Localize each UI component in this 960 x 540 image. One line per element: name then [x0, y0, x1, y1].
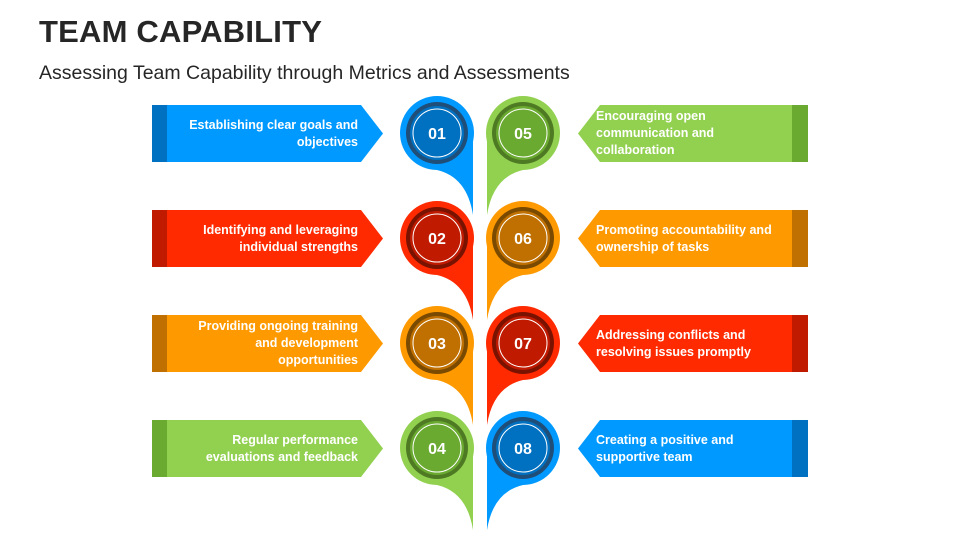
banner: [578, 210, 808, 267]
banner: [152, 315, 383, 372]
banner-strip: [792, 420, 808, 477]
item-number: 03: [428, 336, 446, 353]
item-03: 03: [152, 306, 474, 425]
item-number: 02: [428, 231, 446, 248]
banner: [152, 420, 383, 477]
pin-inner-outline: [498, 423, 548, 473]
pin-inner-outline: [498, 108, 548, 158]
item-number: 05: [514, 126, 532, 143]
pin-inner: [410, 211, 464, 265]
pin-inner-outline: [412, 213, 462, 263]
banner-strip: [792, 315, 808, 372]
pin-inner: [410, 316, 464, 370]
item-07: 07: [486, 306, 808, 425]
banner-strip: [152, 420, 167, 477]
banner-strip: [152, 210, 167, 267]
banner: [578, 420, 808, 477]
item-02: 02: [152, 201, 474, 320]
item-text: Regular performance evaluations and feed…: [205, 432, 358, 464]
banner: [152, 105, 383, 162]
banner-strip: [152, 105, 167, 162]
page-title: TEAM CAPABILITY: [39, 14, 323, 49]
item-number: 06: [514, 231, 532, 248]
item-04: 04: [152, 411, 474, 530]
pin-inner-outline: [412, 318, 462, 368]
pin-inner: [410, 421, 464, 475]
item-08: 08: [486, 411, 808, 530]
item-number: 04: [428, 441, 446, 458]
pin-inner-outline: [498, 213, 548, 263]
item-text: Identifying and leveraging individual st…: [203, 222, 358, 254]
pin-inner-outline: [498, 318, 548, 368]
item-06: 06: [486, 201, 808, 320]
pin-inner: [496, 106, 550, 160]
item-number: 07: [514, 336, 532, 353]
banner-strip: [152, 315, 167, 372]
pin-inner-outline: [412, 108, 462, 158]
pin-inner: [496, 316, 550, 370]
banner-strip: [792, 105, 808, 162]
item-text: Providing ongoing training and developme…: [198, 319, 358, 367]
banner-strip: [792, 210, 808, 267]
item-01: 01: [152, 96, 474, 215]
item-text: Establishing clear goals and objectives: [189, 117, 358, 149]
item-number: 08: [514, 441, 532, 458]
item-number: 01: [428, 126, 446, 143]
banner: [578, 315, 808, 372]
pin-inner-outline: [412, 423, 462, 473]
item-text: Addressing conflicts and resolving issue…: [596, 327, 751, 359]
item-text: Creating a positive and supportive team: [596, 432, 734, 464]
item-text: Encouraging open communication and colla…: [596, 109, 715, 157]
pin-inner: [410, 106, 464, 160]
pin-inner: [496, 421, 550, 475]
item-text: Promoting accountability and ownership o…: [596, 222, 772, 254]
pin-inner: [496, 211, 550, 265]
page-subtitle: Assessing Team Capability through Metric…: [39, 62, 570, 84]
banner: [152, 210, 383, 267]
banner: [578, 105, 808, 162]
item-05: 05: [486, 96, 808, 215]
